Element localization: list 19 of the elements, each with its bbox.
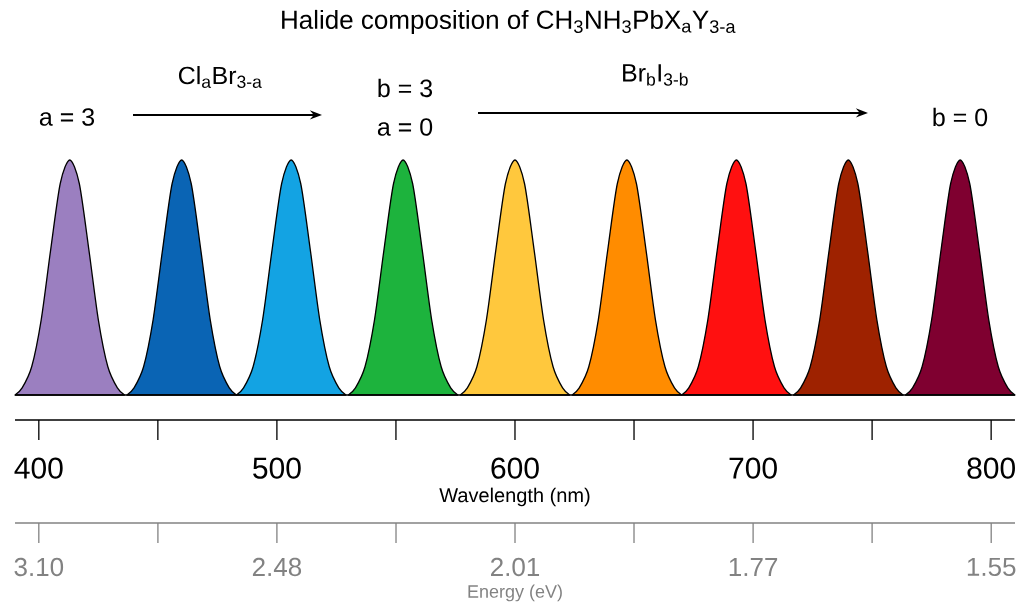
text: Energy (eV)	[468, 584, 562, 602]
chart-title: Halide composition of CH$_{3}$NH$_{3}$PbX$_{a}$Y$_{3-a}$	[282, 9, 736, 35]
text: 2.01	[491, 557, 540, 577]
text: a = 0	[377, 118, 433, 136]
x-tick-label: 800	[967, 457, 1015, 479]
text: 3.10	[14, 557, 64, 577]
text: b = 0	[933, 107, 988, 127]
x-tick-label: 700	[729, 457, 777, 479]
text: a = 3	[39, 108, 95, 126]
x-tick-label: 500	[253, 457, 301, 479]
x-axis-title: Wavelength (nm)	[439, 487, 590, 507]
text: Br$_{b}$I$_{3-b}$	[623, 64, 688, 86]
text: Cl$_{a}$Br$_{3-a}$	[178, 65, 262, 88]
x-tick-label: 600	[491, 457, 539, 479]
text: b = 3	[378, 78, 433, 98]
text: 1.77	[729, 558, 778, 576]
text: 2.48	[252, 557, 302, 577]
x-tick-label: 400	[14, 457, 63, 479]
text: 1.55	[967, 557, 1016, 577]
